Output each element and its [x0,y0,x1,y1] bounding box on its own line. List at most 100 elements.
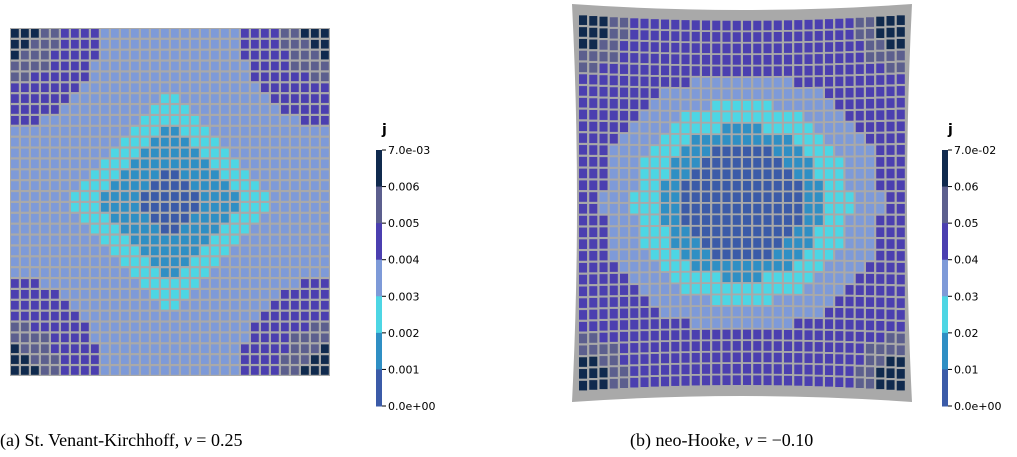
mesh-cell [599,215,608,226]
mesh-cell [321,235,329,245]
mesh-cell [121,344,129,354]
mesh-cell [794,169,803,179]
mesh-cell [121,279,129,288]
mesh-cell [231,366,239,375]
mesh-cell [81,126,89,136]
mesh-cell [31,29,39,38]
mesh-cell [101,61,109,71]
mesh-cell [21,224,29,234]
mesh-cell [691,272,700,283]
mesh-cell [291,61,299,71]
mesh-cell [712,226,721,237]
mesh-cell [866,87,875,97]
mesh-cell [681,284,690,294]
mesh-cell [773,249,782,260]
mesh-cell [896,369,905,379]
mesh-cell [661,42,670,53]
mesh-cell [589,344,598,355]
colorbar-band [942,369,948,407]
mesh-cell [661,249,670,260]
mesh-cell [141,311,149,321]
mesh-cell [61,61,69,71]
mesh-cell [630,18,639,28]
mesh-cell [876,250,885,261]
mesh-cell [61,257,69,267]
mesh-cell [743,169,752,180]
mesh-cell [599,285,608,296]
mesh-cell [31,83,39,93]
mesh-cell [161,268,169,277]
mesh-cell [101,235,109,245]
mesh-cell [251,181,259,190]
mesh-cell [702,352,711,363]
mesh-cell [599,157,608,167]
mesh-cell [579,227,588,238]
mesh-cell [886,274,895,285]
mesh-cell [181,39,189,49]
mesh-cell [876,168,885,179]
mesh-cell [876,239,885,249]
mesh-cell [211,50,219,60]
mesh-cell [261,148,269,158]
mesh-cell [743,375,752,385]
mesh-cell [630,157,639,168]
mesh-cell [111,159,119,169]
mesh-cell [609,133,618,144]
mesh-cell [681,66,690,76]
mesh-cell [671,54,680,64]
mesh-cell [609,308,618,319]
mesh-cell [763,329,772,340]
mesh-cell [281,344,289,354]
mesh-cell [91,116,99,125]
mesh-cell [773,54,782,65]
mesh-cell [866,75,875,86]
mesh-cell [91,333,99,343]
mesh-cell [21,213,29,223]
mesh-cell [650,88,659,99]
mesh-cell [191,94,199,103]
mesh-cell [794,20,803,30]
mesh-cell [241,344,249,354]
mesh-cell [620,238,629,249]
mesh-cell [51,137,59,147]
mesh-cell [181,148,189,158]
mesh-cell [784,329,793,340]
mesh-cell [784,54,793,65]
mesh-cell [732,238,741,248]
mesh-cell [131,61,139,71]
mesh-cell [271,50,279,60]
mesh-cell [71,105,79,114]
mesh-cell [804,376,813,386]
mesh-cell [241,72,249,82]
mesh-cell [732,283,741,294]
mesh-cell [866,308,875,319]
mesh-cell [271,311,279,321]
mesh-cell [712,238,721,248]
mesh-cell [743,352,752,363]
mesh-cell [301,159,309,169]
mesh-cell [231,170,239,180]
mesh-cell [281,137,289,147]
mesh-cell [794,272,803,283]
mesh-cell [589,110,598,120]
mesh-cell [151,192,159,201]
mesh-cell [722,375,731,386]
mesh-cell [101,170,109,180]
mesh-cell [41,105,49,114]
mesh-cell [41,355,49,364]
mesh-cell [896,180,905,191]
mesh-cell [181,159,189,169]
mesh-cell [712,329,721,340]
mesh-cell [291,257,299,267]
mesh-cell [599,356,608,366]
mesh-cell [121,50,129,60]
mesh-cell [221,344,229,354]
mesh-cell [181,257,189,267]
mesh-cell [896,345,905,356]
mesh-cell [640,111,649,121]
mesh-cell [579,310,588,320]
mesh-cell [121,311,129,321]
mesh-cell [221,246,229,256]
mesh-cell [855,366,864,377]
mesh-cell [876,110,885,120]
